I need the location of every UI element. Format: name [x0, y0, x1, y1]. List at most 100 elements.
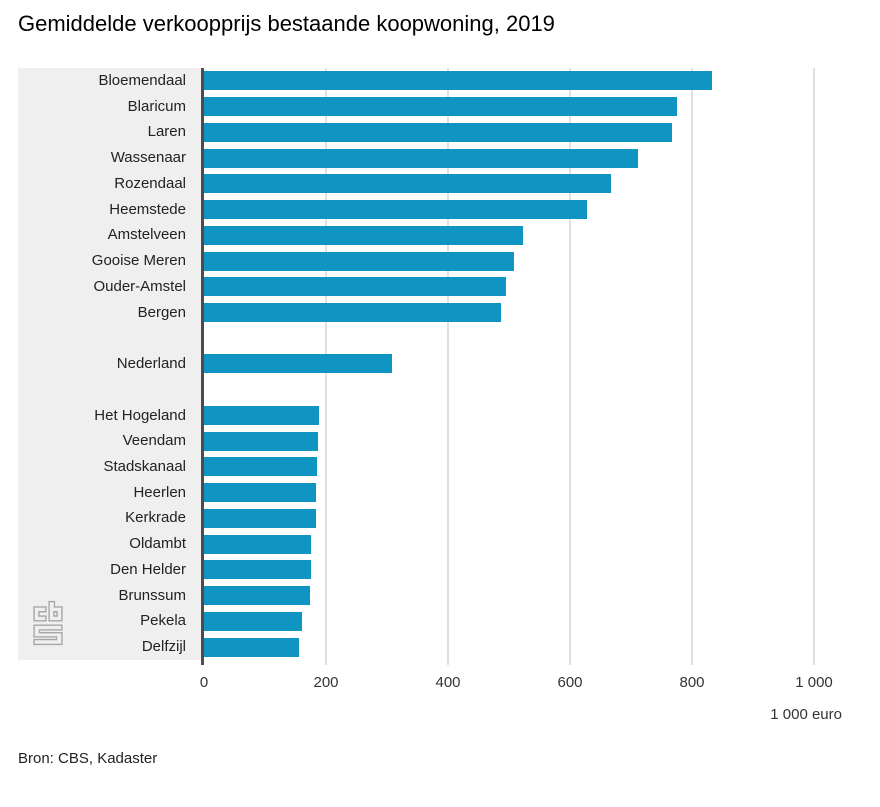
bar-track: [204, 68, 842, 94]
category-label-panel: [18, 68, 201, 660]
chart-gap-row: [18, 377, 842, 403]
x-tick-label-400: 400: [435, 674, 461, 691]
category-label: Rozendaal: [114, 174, 186, 192]
bar-track: [204, 377, 842, 403]
bar-track: [204, 634, 842, 660]
bar-track: [204, 300, 842, 326]
chart-row: Blaricum: [18, 94, 842, 120]
bar-ouder-amstel[interactable]: [204, 277, 506, 297]
category-label: Delfzijl: [141, 638, 186, 656]
bar-rows: Bloemendaal Blaricum Laren Wassenaar Rozenda…: [18, 68, 842, 660]
x-tick-label-0: 0: [199, 674, 209, 691]
bar-gooise-meren[interactable]: [204, 251, 515, 271]
gridline-600: [569, 68, 571, 665]
category-label: Gooise Meren: [91, 252, 186, 270]
bar-bergen[interactable]: [204, 302, 502, 322]
source-note: Bron: CBS, Kadaster: [18, 750, 158, 767]
bar-track: [204, 454, 842, 480]
cbs-logo-icon: [33, 600, 63, 646]
bar-track: [204, 119, 842, 145]
bar-den-helder[interactable]: [204, 560, 311, 580]
bar-track: [204, 531, 842, 557]
bar-track: [204, 557, 842, 583]
chart-row: Gooise Meren: [18, 248, 842, 274]
chart-row: Oldambt: [18, 531, 842, 557]
bar-chart: Bloemendaal Blaricum Laren Wassenaar Rozenda…: [18, 68, 842, 728]
category-label: Amstelveen: [107, 226, 186, 244]
bar-pekela[interactable]: [204, 611, 303, 631]
chart-row: Ouder-Amstel: [18, 274, 842, 300]
category-label: Wassenaar: [110, 149, 186, 167]
chart-row: Nederland: [18, 351, 842, 377]
bar-laren[interactable]: [204, 122, 672, 142]
category-label: Blaricum: [127, 97, 186, 115]
chart-row: Het Hogeland: [18, 403, 842, 429]
chart-title: Gemiddelde verkoopprijs bestaande koopwo…: [18, 11, 555, 36]
bar-track: [204, 248, 842, 274]
bar-track: [204, 351, 842, 377]
category-label: Bloemendaal: [98, 72, 186, 89]
gridline-1000: [813, 68, 815, 665]
bar-kerkrade[interactable]: [204, 508, 316, 528]
bar-het-hogeland[interactable]: [204, 405, 320, 425]
bar-track: [204, 171, 842, 197]
category-label: [18, 377, 204, 403]
category-label: Brunssum: [118, 586, 186, 604]
bar-track: [204, 583, 842, 609]
chart-row: Bergen: [18, 300, 842, 326]
category-label: Veendam: [122, 432, 186, 450]
category-label: Heemstede: [109, 200, 186, 218]
bar-track: [204, 274, 842, 300]
category-label: Kerkrade: [125, 509, 186, 527]
bar-track: [204, 608, 842, 634]
category-label: Het Hogeland: [94, 406, 186, 424]
bar-rozendaal[interactable]: [204, 174, 611, 194]
bar-heemstede[interactable]: [204, 200, 588, 220]
chart-row: Pekela: [18, 608, 842, 634]
category-label: Bergen: [137, 303, 186, 321]
bar-oldambt[interactable]: [204, 534, 312, 554]
x-tick-label-600: 600: [557, 674, 583, 691]
bar-heerlen[interactable]: [204, 483, 317, 503]
bar-track: [204, 428, 842, 454]
bar-track: [204, 197, 842, 223]
category-label: [18, 325, 204, 351]
chart-row: Amstelveen: [18, 222, 842, 248]
chart-row: Veendam: [18, 428, 842, 454]
bar-track: [204, 480, 842, 506]
x-axis-unit-label: 1 000 euro: [770, 706, 842, 723]
chart-row: Delfzijl: [18, 634, 842, 660]
bar-track: [204, 94, 842, 120]
gridline-800: [691, 68, 693, 665]
bar-blaricum[interactable]: [204, 97, 677, 117]
category-label: Laren: [147, 123, 186, 141]
bar-stadskanaal[interactable]: [204, 457, 318, 477]
x-tick-label-1000: 1 000: [795, 674, 833, 691]
chart-row: Stadskanaal: [18, 454, 842, 480]
category-label: Nederland: [116, 355, 186, 373]
value-axis-baseline: [201, 68, 204, 665]
category-label: Pekela: [140, 612, 186, 630]
bar-track: [204, 145, 842, 171]
category-label: Ouder-Amstel: [93, 277, 186, 295]
category-label: Stadskanaal: [103, 458, 186, 476]
bar-wassenaar[interactable]: [204, 148, 638, 168]
bar-track: [204, 325, 842, 351]
bar-bloemendaal[interactable]: [204, 71, 712, 91]
chart-row: Laren: [18, 119, 842, 145]
chart-row: Bloemendaal: [18, 68, 842, 94]
bar-track: [204, 505, 842, 531]
chart-row: Heemstede: [18, 197, 842, 223]
bar-amstelveen[interactable]: [204, 225, 524, 245]
chart-row: Den Helder: [18, 557, 842, 583]
bar-brunssum[interactable]: [204, 586, 310, 606]
category-label: Heerlen: [133, 483, 186, 501]
bar-track: [204, 403, 842, 429]
bar-nederland[interactable]: [204, 354, 392, 374]
bar-delfzijl[interactable]: [204, 637, 300, 657]
x-tick-label-200: 200: [313, 674, 339, 691]
chart-row: Kerkrade: [18, 505, 842, 531]
chart-row: Rozendaal: [18, 171, 842, 197]
bar-veendam[interactable]: [204, 431, 319, 451]
bar-track: [204, 222, 842, 248]
